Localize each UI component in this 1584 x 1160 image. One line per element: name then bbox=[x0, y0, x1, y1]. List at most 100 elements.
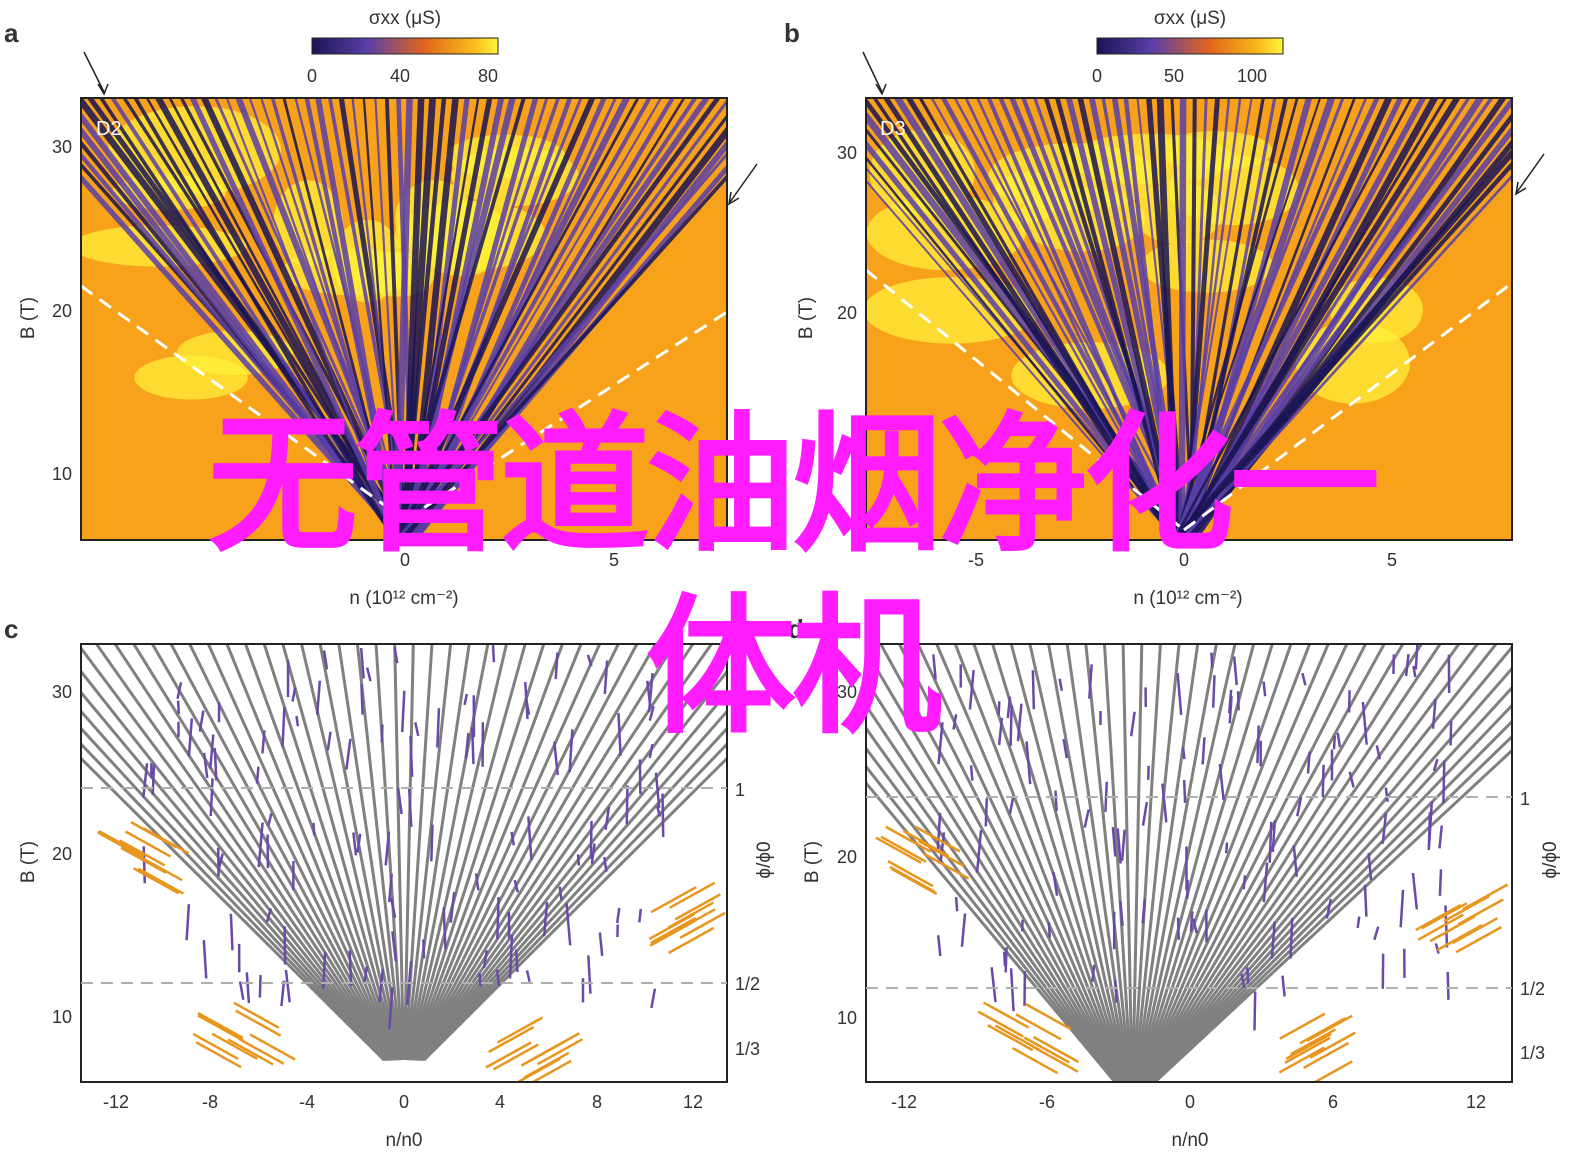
gray-fan-line bbox=[337, 644, 403, 1061]
purple-segment bbox=[495, 969, 501, 987]
purple-segment bbox=[1431, 698, 1437, 729]
purple-segment bbox=[654, 772, 661, 809]
ytick-b: 30 bbox=[837, 143, 857, 163]
gray-fan-line bbox=[408, 644, 527, 1061]
purple-segment bbox=[1438, 869, 1443, 896]
gray-fan-line bbox=[1147, 644, 1498, 1082]
gray-fan-line bbox=[1144, 644, 1424, 1082]
purple-segment bbox=[407, 788, 413, 828]
purple-segment bbox=[496, 897, 500, 940]
purple-segment bbox=[281, 707, 286, 747]
orange-segment bbox=[1443, 895, 1490, 923]
gray-fan-line bbox=[413, 644, 639, 1061]
gray-fan-line bbox=[935, 644, 1125, 1082]
purple-segment bbox=[525, 970, 531, 982]
heatmap-streak bbox=[225, 98, 398, 540]
gray-fan-line bbox=[422, 741, 727, 1062]
panel-b: b σxx (μS) 0 50 100 D3 30 20 -5 0 5 n (1… bbox=[784, 8, 1545, 609]
gray-fan-line bbox=[403, 644, 434, 1061]
heatmap-streak bbox=[1173, 98, 1345, 540]
purple-segment bbox=[1227, 689, 1233, 714]
purple-segment bbox=[932, 654, 937, 680]
gray-fan-line bbox=[1009, 644, 1129, 1082]
ytick-c: 30 bbox=[52, 682, 72, 702]
heatmap-streak bbox=[401, 98, 447, 540]
purple-segment bbox=[213, 748, 218, 781]
heatmap-b bbox=[866, 98, 1512, 540]
purple-segment bbox=[1367, 852, 1373, 881]
gray-fan-line bbox=[1140, 644, 1349, 1082]
purple-segment bbox=[389, 897, 397, 918]
purple-segment bbox=[449, 891, 456, 923]
gray-fan-line bbox=[866, 725, 1119, 1082]
heatmap-streak bbox=[918, 98, 1176, 540]
purple-segment bbox=[258, 975, 262, 998]
heatmap-streak bbox=[133, 98, 397, 540]
xtick-b: -5 bbox=[968, 550, 984, 570]
purple-segment bbox=[257, 822, 264, 868]
purple-segment bbox=[617, 713, 622, 756]
purple-segment bbox=[261, 730, 266, 754]
purple-segment bbox=[1189, 911, 1194, 932]
colorbar-a-tick: 40 bbox=[390, 66, 410, 86]
xlabel-c: n/n0 bbox=[386, 1130, 423, 1151]
ytick-b: 20 bbox=[837, 303, 857, 323]
xtick-c: 4 bbox=[495, 1092, 505, 1112]
purple-segment bbox=[648, 705, 655, 721]
purple-segment bbox=[1262, 681, 1267, 697]
orange-segment bbox=[195, 1041, 242, 1069]
wannier-lines-c bbox=[81, 644, 727, 1082]
purple-segment bbox=[1211, 675, 1216, 708]
purple-segment bbox=[470, 727, 475, 765]
ytick-d: 10 bbox=[837, 1008, 857, 1028]
purple-segment bbox=[255, 766, 260, 784]
purple-segment bbox=[1201, 737, 1206, 765]
gray-fan-line bbox=[1047, 644, 1131, 1082]
purple-segment bbox=[315, 680, 322, 715]
purple-segment bbox=[1348, 771, 1355, 788]
purple-segment bbox=[603, 660, 609, 694]
gray-fan-line bbox=[1152, 719, 1512, 1082]
purple-segment bbox=[1432, 758, 1439, 772]
purple-segment bbox=[625, 785, 629, 825]
purple-segment bbox=[478, 972, 482, 987]
purple-segment bbox=[1111, 826, 1117, 857]
orange-segment bbox=[197, 1014, 244, 1042]
xtick-d: 6 bbox=[1328, 1092, 1338, 1112]
purple-segment bbox=[1083, 809, 1090, 828]
ytick-d: 20 bbox=[837, 847, 857, 867]
gray-fan-line bbox=[94, 644, 392, 1061]
purple-segment bbox=[1442, 760, 1446, 804]
purple-segment bbox=[1384, 787, 1389, 802]
purple-segment bbox=[954, 896, 959, 912]
heatmap-streak bbox=[930, 98, 1182, 540]
purple-segment bbox=[1006, 696, 1012, 719]
purple-segment bbox=[176, 700, 181, 714]
purple-segment bbox=[176, 682, 183, 700]
gray-fan-line bbox=[414, 644, 658, 1061]
purple-segment bbox=[1141, 801, 1149, 826]
orange-segment bbox=[98, 829, 145, 858]
gray-fan-line bbox=[420, 709, 727, 1061]
orange-segment bbox=[650, 886, 697, 914]
orange-segment bbox=[485, 1041, 532, 1069]
gray-fan-line bbox=[187, 644, 396, 1061]
purple-segment bbox=[322, 650, 329, 670]
dashed-boundary bbox=[81, 284, 406, 522]
purple-segment bbox=[1016, 703, 1023, 742]
orange-segment bbox=[1457, 898, 1504, 926]
heatmap-streak bbox=[1178, 98, 1494, 540]
orange-segment bbox=[492, 1043, 539, 1071]
purple-segment bbox=[414, 722, 420, 737]
plot-frame-b bbox=[865, 97, 1513, 541]
purple-segment bbox=[1182, 780, 1187, 803]
gray-fan-line bbox=[878, 644, 1123, 1082]
purple-segment bbox=[1009, 968, 1015, 1012]
gray-fan-line bbox=[81, 645, 391, 1061]
heatmap-streak bbox=[1172, 148, 1512, 540]
purple-segment bbox=[482, 950, 489, 969]
purple-segment bbox=[463, 693, 469, 706]
heatmap-streak bbox=[1055, 98, 1179, 540]
heatmap-streak bbox=[393, 98, 721, 540]
gray-fan-line bbox=[409, 644, 565, 1061]
